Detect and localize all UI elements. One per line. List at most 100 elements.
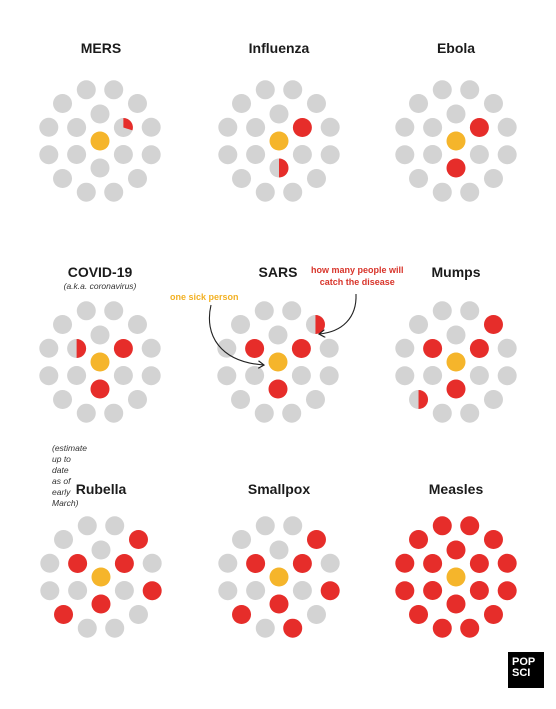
infected-person-dot <box>423 339 443 358</box>
infected-person-dot <box>292 118 312 137</box>
dot-cluster-rubella <box>40 516 162 638</box>
healthy-person-dot <box>483 389 503 409</box>
infected-person-dot <box>469 339 489 358</box>
healthy-person-dot <box>142 553 162 573</box>
healthy-person-dot <box>483 94 503 114</box>
healthy-person-dot <box>460 182 480 202</box>
dot-cluster-influenza <box>218 80 340 202</box>
healthy-person-dot <box>141 145 161 165</box>
healthy-person-dot <box>306 604 326 624</box>
healthy-person-dot <box>319 366 339 386</box>
infected-person-dot <box>245 339 265 358</box>
healthy-person-dot <box>255 80 275 100</box>
healthy-person-dot <box>409 315 429 335</box>
healthy-person-dot <box>53 389 73 409</box>
estimate-note-line2: as of early March) <box>52 476 79 508</box>
disease-title: COVID-19 <box>67 264 133 280</box>
disease-title: Smallpox <box>247 481 311 497</box>
healthy-person-dot <box>40 553 60 573</box>
healthy-person-dot <box>246 145 266 164</box>
healthy-person-dot <box>54 530 74 550</box>
healthy-person-dot <box>105 618 125 638</box>
dot-cluster-measles <box>395 516 517 638</box>
healthy-person-dot <box>446 104 466 124</box>
healthy-person-dot <box>232 530 252 550</box>
healthy-person-dot <box>292 145 312 164</box>
healthy-person-dot <box>246 118 266 137</box>
arrow-to-sick-person <box>208 304 264 365</box>
infected-person-dot <box>423 581 443 600</box>
healthy-person-dot <box>104 182 124 202</box>
estimate-note-line1: (estimate up to date <box>52 443 87 475</box>
healthy-person-dot <box>39 117 59 137</box>
infected-person-dot <box>90 379 110 399</box>
healthy-person-dot <box>255 516 275 536</box>
healthy-person-dot <box>90 158 110 178</box>
healthy-person-dot <box>127 389 147 409</box>
healthy-person-dot <box>113 145 133 164</box>
healthy-person-dot <box>254 403 274 423</box>
healthy-person-dot <box>497 145 517 165</box>
healthy-person-dot <box>113 366 133 385</box>
healthy-person-dot <box>53 168 73 188</box>
healthy-person-dot <box>141 338 161 358</box>
healthy-person-dot <box>246 581 266 600</box>
infected-person-dot <box>409 530 429 550</box>
logo-line1: POP <box>512 656 536 668</box>
disease-title: SARS <box>258 264 298 280</box>
disease-title: Influenza <box>248 40 310 56</box>
partial-infection-wedge <box>418 389 429 409</box>
infected-person-dot <box>128 530 148 550</box>
healthy-person-dot <box>68 581 88 600</box>
infected-person-dot <box>446 594 466 614</box>
healthy-person-dot <box>53 94 73 114</box>
healthy-person-dot <box>67 366 87 385</box>
healthy-person-dot <box>483 168 503 188</box>
healthy-person-dot <box>40 581 60 601</box>
healthy-person-dot <box>76 301 96 321</box>
dot-cluster-covid19 <box>39 301 161 423</box>
healthy-person-dot <box>319 338 339 358</box>
dot-cluster-mumps <box>395 301 517 423</box>
healthy-person-dot <box>497 117 517 137</box>
healthy-person-dot <box>305 389 325 409</box>
infected-person-dot <box>113 339 133 358</box>
disease-title: Ebola <box>436 40 476 56</box>
healthy-person-dot <box>432 182 452 202</box>
healthy-person-dot <box>306 94 326 114</box>
annotation-how-many-catch: how many people will catch the disease <box>311 264 404 288</box>
sick-person-dot <box>446 131 466 151</box>
infected-person-dot <box>446 158 466 178</box>
healthy-person-dot <box>39 338 59 358</box>
healthy-person-dot <box>76 403 96 423</box>
infected-person-dot <box>54 604 74 624</box>
infected-person-dot <box>497 553 517 573</box>
healthy-person-dot <box>292 581 312 600</box>
healthy-person-dot <box>432 403 452 423</box>
healthy-person-dot <box>460 301 480 321</box>
healthy-person-dot <box>67 145 87 164</box>
healthy-person-dot <box>76 80 96 100</box>
healthy-person-dot <box>67 118 87 137</box>
healthy-person-dot <box>218 117 238 137</box>
healthy-person-dot <box>409 168 429 188</box>
infected-person-dot <box>91 594 111 614</box>
healthy-person-dot <box>91 540 111 560</box>
healthy-person-dot <box>268 325 288 345</box>
healthy-person-dot <box>39 366 59 386</box>
infected-person-dot <box>469 554 489 573</box>
healthy-person-dot <box>497 366 517 386</box>
sick-person-dot <box>268 352 288 372</box>
healthy-person-dot <box>269 104 289 124</box>
healthy-person-dot <box>320 117 340 137</box>
sick-person-dot <box>90 352 110 372</box>
infected-person-dot <box>460 618 480 638</box>
healthy-person-dot <box>77 618 97 638</box>
healthy-person-dot <box>218 145 238 165</box>
healthy-person-dot <box>254 301 274 321</box>
dot-cluster-sars <box>217 301 339 423</box>
infected-person-dot <box>232 604 252 624</box>
healthy-person-dot <box>141 366 161 386</box>
annotation-one-sick-person: one sick person <box>170 292 239 302</box>
